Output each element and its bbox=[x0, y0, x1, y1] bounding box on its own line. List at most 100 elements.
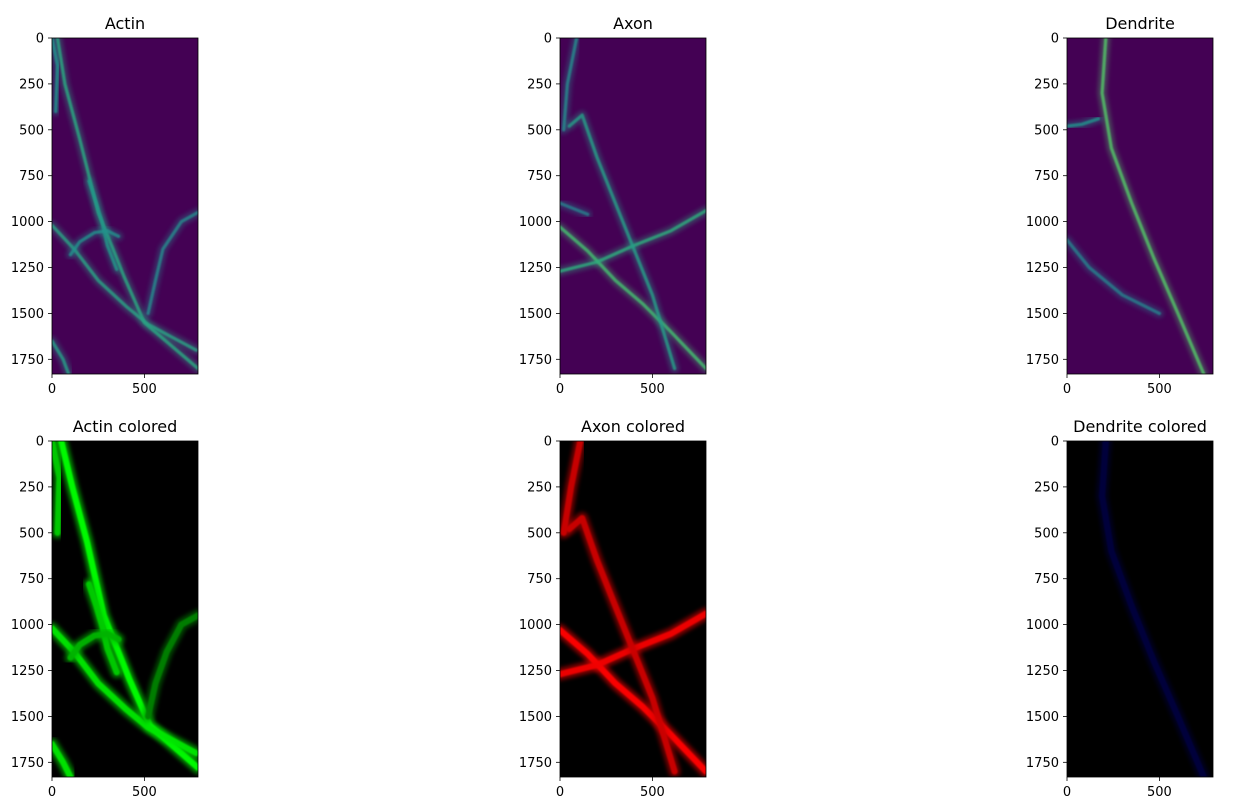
structure-1 bbox=[1067, 117, 1100, 128]
y-tick-label: 250 bbox=[527, 480, 552, 495]
axes-frame bbox=[1066, 37, 1214, 375]
structure-6 bbox=[145, 612, 198, 720]
structure-2 bbox=[86, 581, 120, 676]
structure-3 bbox=[560, 441, 584, 536]
y-tick-label: 500 bbox=[1034, 526, 1059, 541]
y-tick-label: 1250 bbox=[519, 261, 552, 276]
y-tick-label: 1000 bbox=[1026, 215, 1059, 230]
y-tick-label: 0 bbox=[1051, 32, 1059, 47]
y-tick-label: 1500 bbox=[1026, 710, 1059, 725]
panel-0: Actin 0 250 500 750 1000 1250 1500 1750 0 500 bbox=[11, 14, 199, 397]
y-tick-label: 750 bbox=[527, 169, 552, 184]
image-background bbox=[52, 38, 198, 374]
structure-4 bbox=[52, 38, 60, 113]
axes-frame bbox=[559, 440, 707, 778]
structure-4 bbox=[52, 441, 63, 536]
y-tick-label: 1000 bbox=[11, 215, 44, 230]
y-tick-label: 0 bbox=[36, 32, 44, 47]
y-tick-label: 1750 bbox=[519, 353, 552, 368]
y-tick-label: 250 bbox=[19, 480, 44, 495]
x-tick-label: 0 bbox=[1063, 382, 1071, 397]
structure-6 bbox=[146, 210, 198, 315]
structure-2 bbox=[1067, 238, 1161, 315]
y-tick-label: 1500 bbox=[519, 307, 552, 322]
y-tick-label: 250 bbox=[527, 77, 552, 92]
image-content bbox=[1067, 38, 1209, 374]
x-tick-label: 500 bbox=[1147, 785, 1172, 800]
structure-3 bbox=[67, 630, 122, 661]
panel-2: Dendrite 0 250 500 750 1000 1250 1500 1750 0 500 bbox=[1026, 14, 1214, 397]
image-background bbox=[560, 441, 706, 777]
y-tick-label: 1750 bbox=[1026, 756, 1059, 771]
y-tick-label: 0 bbox=[1051, 435, 1059, 450]
y-tick-label: 1250 bbox=[11, 261, 44, 276]
y-tick-label: 500 bbox=[527, 526, 552, 541]
y-tick-label: 750 bbox=[19, 169, 44, 184]
structure-0 bbox=[560, 225, 706, 371]
y-tick-label: 1250 bbox=[1026, 261, 1059, 276]
x-tick-label: 500 bbox=[640, 785, 665, 800]
y-tick-label: 1000 bbox=[11, 618, 44, 633]
y-tick-label: 0 bbox=[544, 32, 552, 47]
y-tick-label: 1500 bbox=[11, 307, 44, 322]
x-tick-label: 0 bbox=[556, 785, 564, 800]
structure-4 bbox=[560, 201, 590, 216]
structure-3 bbox=[68, 229, 121, 257]
panel-title: Actin colored bbox=[73, 417, 177, 436]
y-tick-label: 0 bbox=[36, 435, 44, 450]
y-tick-label: 750 bbox=[1034, 572, 1059, 587]
x-tick-label: 0 bbox=[1063, 785, 1071, 800]
image-background bbox=[1067, 38, 1213, 374]
y-tick-label: 1250 bbox=[1026, 664, 1059, 679]
y-tick-label: 1250 bbox=[11, 664, 44, 679]
x-tick-label: 0 bbox=[48, 785, 56, 800]
axes-frame bbox=[51, 37, 199, 375]
panel-1: Axon 0 250 500 750 1000 1250 1500 1750 0 500 bbox=[519, 14, 707, 397]
y-tick-label: 1500 bbox=[1026, 307, 1059, 322]
image-content bbox=[1096, 441, 1210, 777]
image-content bbox=[52, 441, 198, 777]
x-tick-label: 500 bbox=[132, 785, 157, 800]
y-tick-label: 500 bbox=[19, 526, 44, 541]
image-background bbox=[560, 38, 706, 374]
panel-title: Dendrite colored bbox=[1073, 417, 1207, 436]
y-tick-label: 1750 bbox=[1026, 353, 1059, 368]
y-tick-label: 500 bbox=[19, 123, 44, 138]
structure-3 bbox=[562, 38, 579, 132]
structure-0 bbox=[1100, 38, 1206, 374]
axes-frame bbox=[559, 37, 707, 375]
x-tick-label: 0 bbox=[556, 382, 564, 397]
y-tick-label: 1000 bbox=[519, 618, 552, 633]
panel-title: Dendrite bbox=[1105, 14, 1175, 33]
structure-2 bbox=[87, 179, 119, 271]
panel-4: Axon colored 0 250 500 750 1000 1250 1500 1750 0 5… bbox=[519, 417, 707, 800]
y-tick-label: 1750 bbox=[11, 756, 44, 771]
structure-5 bbox=[52, 339, 71, 374]
y-tick-label: 750 bbox=[19, 572, 44, 587]
x-tick-label: 500 bbox=[640, 382, 665, 397]
y-tick-label: 750 bbox=[1034, 169, 1059, 184]
image-content bbox=[560, 38, 706, 373]
y-tick-label: 1000 bbox=[1026, 618, 1059, 633]
structure-2 bbox=[566, 515, 678, 775]
x-tick-label: 500 bbox=[132, 382, 157, 397]
structure-0 bbox=[560, 627, 706, 775]
structure-1 bbox=[52, 223, 198, 352]
y-tick-label: 0 bbox=[544, 435, 552, 450]
panel-title: Axon bbox=[613, 14, 653, 33]
structure-2 bbox=[567, 113, 677, 371]
y-tick-label: 1500 bbox=[11, 710, 44, 725]
x-tick-label: 500 bbox=[1147, 382, 1172, 397]
y-tick-label: 250 bbox=[1034, 77, 1059, 92]
y-tick-label: 750 bbox=[527, 572, 552, 587]
image-content bbox=[560, 441, 706, 777]
y-tick-label: 1250 bbox=[519, 664, 552, 679]
axes-frame bbox=[51, 440, 199, 778]
structure-5 bbox=[52, 741, 74, 777]
y-tick-label: 1750 bbox=[519, 756, 552, 771]
panel-3: Actin colored 0 250 500 750 1000 1250 1500 1750 0… bbox=[11, 417, 199, 800]
image-content bbox=[52, 38, 198, 374]
y-tick-label: 1750 bbox=[11, 353, 44, 368]
panel-5: Dendrite colored 0 250 500 750 1000 1250 1500 17… bbox=[1026, 417, 1214, 800]
